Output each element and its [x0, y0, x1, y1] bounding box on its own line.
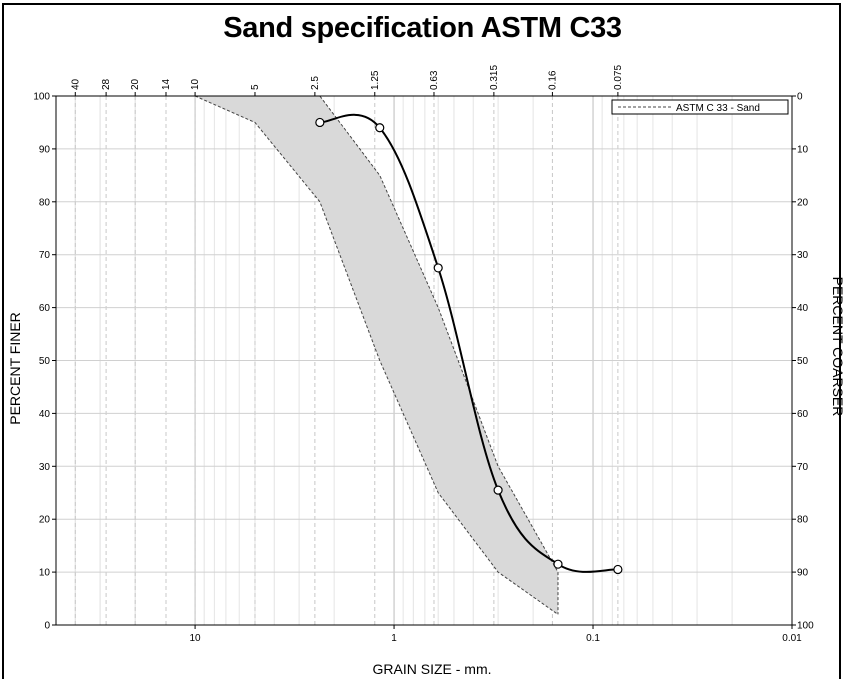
y2-tick-label: 50: [797, 356, 809, 367]
legend: ASTM C 33 - Sand: [611, 99, 789, 115]
y-tick-label: 60: [39, 303, 51, 314]
y-tick-label: 100: [33, 92, 50, 103]
data-point: [315, 117, 325, 128]
x-axis-title: GRAIN SIZE - mm.: [373, 661, 492, 677]
y2-tick-label: 0: [797, 92, 803, 103]
y-tick-label: 80: [39, 197, 51, 208]
sieve-size-label: 2.5: [310, 76, 321, 90]
sieve-size-label: 0.315: [489, 65, 500, 90]
sieve-size-label: 40: [70, 78, 81, 90]
y-tick-label: 50: [39, 356, 51, 367]
sieve-size-label: 0.16: [547, 70, 558, 90]
y2-tick-label: 80: [797, 515, 809, 526]
y-tick-label: 10: [39, 568, 51, 579]
sieve-size-label: 14: [161, 78, 172, 90]
y-axis-title: PERCENT FINER: [7, 312, 23, 425]
sieve-size-label: 5: [250, 84, 261, 90]
spec-band: [194, 95, 559, 615]
y2-axis-title: PERCENT COARSER: [830, 277, 845, 417]
x-tick-label: 10: [190, 633, 202, 644]
axis-ticks: 40 28 20 14 10 5 2.5 1.25 0.63 0.315 0.16 0.0750102…: [33, 65, 814, 644]
sieve-size-label: 28: [101, 78, 112, 90]
x-tick-label: 0.1: [586, 633, 600, 644]
data-point: [553, 559, 563, 569]
series-layer: [315, 113, 623, 575]
legend-label: ASTM C 33 - Sand: [676, 103, 760, 114]
y-tick-label: 70: [39, 250, 51, 261]
y-tick-label: 0: [44, 621, 50, 632]
x-tick-label: 0.01: [782, 633, 802, 644]
y2-tick-label: 70: [797, 462, 809, 473]
y2-tick-label: 100: [797, 621, 814, 632]
legend-box: [611, 99, 789, 115]
sieve-size-label: 10: [190, 78, 201, 90]
y2-tick-label: 90: [797, 568, 809, 579]
y-tick-label: 20: [39, 515, 51, 526]
sieve-size-label: 20: [130, 78, 141, 90]
y2-tick-label: 30: [797, 250, 809, 261]
spec-band-fill: [195, 96, 558, 615]
y2-tick-label: 10: [797, 144, 809, 155]
sieve-size-label: 0.63: [429, 70, 440, 90]
chart-title: Sand specification ASTM C33: [223, 12, 622, 44]
y2-tick-label: 40: [797, 303, 809, 314]
data-point: [433, 263, 443, 273]
y-tick-label: 30: [39, 462, 51, 473]
spec-band-lower-line: [194, 95, 559, 615]
y2-tick-label: 60: [797, 409, 809, 420]
y-tick-label: 40: [39, 409, 51, 420]
data-point: [375, 123, 385, 133]
sieve-size-label: 0.075: [613, 65, 624, 90]
sieve-size-label: 1.25: [370, 70, 381, 90]
data-point: [493, 485, 503, 495]
y-tick-label: 90: [39, 144, 51, 155]
data-point: [613, 564, 623, 575]
y2-tick-label: 20: [797, 197, 809, 208]
x-tick-label: 1: [391, 633, 397, 644]
